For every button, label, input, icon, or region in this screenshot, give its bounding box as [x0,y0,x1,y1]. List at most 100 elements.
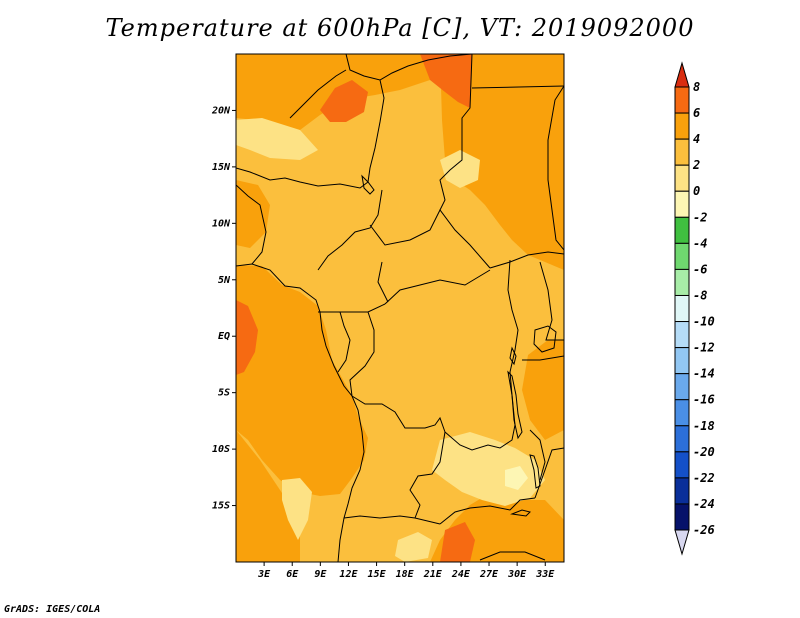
colorbar-top-arrow [674,61,690,88]
colorbar-label: -12 [693,341,715,355]
lon-tick-label: 3E [257,569,271,580]
colorbar-label: -22 [693,471,715,485]
lat-tick-label: 5S [218,388,230,399]
lon-tick-label: 15E [368,569,387,580]
colorbar-label: -10 [693,315,715,329]
lon-tick-label: 30E [507,569,527,580]
border-car-cameroon [377,261,389,303]
colorbar-segment [674,503,690,531]
colorbar-segment [674,112,690,140]
colorbar-segment [674,190,690,218]
colorbar-label: -8 [693,288,707,302]
colorbar-label: 8 [693,80,700,94]
colorbar-segment [674,138,690,166]
lake-tanganyika [507,370,523,440]
field-hot-northwest [320,80,368,122]
colorbar-segment [674,242,690,270]
colorbar-segment [674,451,690,479]
coastline-west-gulf [236,263,365,562]
colorbar-label: -2 [693,210,707,224]
colorbar-label: 2 [692,158,700,172]
field-hot-north [420,54,472,108]
lat-tick-label: EQ [218,331,230,342]
lat-tick-label: 15S [212,501,230,512]
field-cool-southwest [282,478,312,540]
lon-tick-label: 12E [339,569,358,580]
border-congo-drc [349,311,375,397]
border-zambia-drc [444,424,516,451]
lake-victoria [533,325,557,353]
border-niger-chad [367,79,385,183]
longitude-axis: 3E 6E 9E 12E 15E 18E 21E 24E 27E 30E 33E [257,562,555,580]
field-warm-west-coast [236,265,368,496]
field-coolest-south [505,466,528,490]
colorbar-segment [674,347,690,375]
temperature-field [236,54,564,562]
lake-malawi [529,454,541,489]
colorbar-segment [674,399,690,427]
lon-tick-label: 33E [535,569,555,580]
border-tanzania [522,355,564,361]
colorbar-bottom-arrow [674,529,690,556]
field-hot-south [440,522,475,562]
field-cool-sahel [440,150,480,188]
colorbar-label: 0 [693,184,700,198]
border-drc-angola [351,395,446,433]
colorbar-segment [674,86,690,114]
border-zimbabwe-south [479,551,546,561]
coastline-gulf-of-guinea [236,184,267,265]
colorbar-segment [674,373,690,401]
colorbar-label: -4 [693,236,707,250]
lon-tick-label: 24E [451,569,471,580]
border-niger-mali [289,69,347,119]
field-warm-east [440,54,564,270]
colorbar-label: -26 [693,523,715,537]
lake-kariba [510,509,531,517]
map-frame [235,53,565,563]
colorbar-segment [674,164,690,192]
colorbar-segment [674,268,690,296]
field-hot-equator [236,300,258,375]
field-warm-southwest [236,430,300,562]
colorbar-label: -24 [693,497,715,511]
border-zambia-zimbabwe [439,497,536,525]
field-cool-south-strip [395,532,432,562]
coastline-red-sea [547,85,564,251]
lat-tick-label: 5N [218,275,231,286]
border-chad-sudan [439,54,473,211]
lat-tick-label: 10S [212,444,230,455]
field-cool-northwest [236,118,318,160]
colorbar-label: 6 [693,106,700,120]
colorbar: 8 6 4 2 0 -2 -4 -6 -8 -10 -12 -14 -16 -18 -20 -22 -24 -26 [674,61,715,556]
border-angola-zambia [409,431,446,519]
lon-tick-label: 27E [479,569,499,580]
field-warm-west-band [236,180,270,248]
lon-tick-label: 18E [396,569,415,580]
border-uganda-kenya [539,261,564,341]
colorbar-label: -14 [693,367,715,381]
lat-tick-label: 10N [212,218,231,229]
colorbar-label: 4 [693,132,700,146]
lake-kivu [509,346,517,366]
colorbar-label: -18 [693,419,715,433]
credit-text: GrADS: IGES/COLA [4,604,101,615]
border-niger-nigeria [236,167,369,189]
colorbar-segment [674,425,690,453]
lon-tick-label: 21E [423,569,443,580]
border-nigeria-cameroon [317,189,383,271]
colorbar-segment [674,321,690,349]
boundaries [236,54,564,562]
border-cameroon-gabon [318,303,386,313]
page-title: Temperature at 600hPa [C], VT: 201909200… [105,14,695,42]
border-angola-namibia [343,515,441,525]
border-malawi [529,429,546,481]
colorbar-label: -16 [693,393,715,407]
lon-tick-label: 6E [286,569,299,580]
border-sudan-southsudan [489,251,564,269]
border-chad-car [369,209,491,269]
colorbar-segment [674,216,690,244]
colorbar-segment [674,294,690,323]
lat-tick-label: 20N [211,105,231,116]
colorbar-label: -6 [693,262,707,276]
